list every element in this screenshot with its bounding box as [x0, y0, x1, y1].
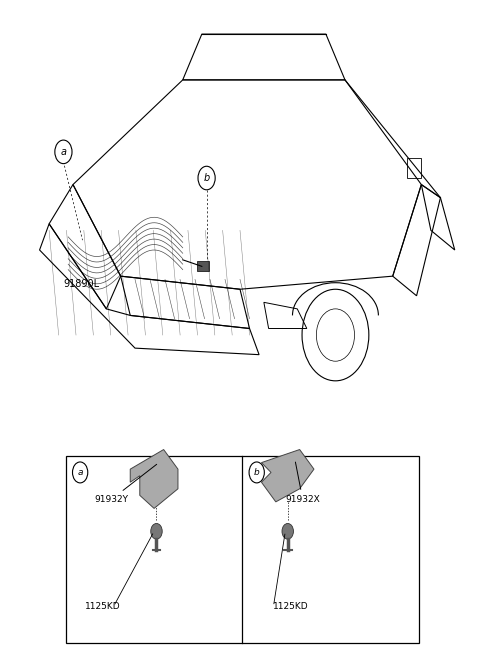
Text: 91890L: 91890L: [63, 279, 99, 290]
Circle shape: [55, 140, 72, 164]
Circle shape: [249, 462, 264, 483]
Circle shape: [151, 524, 162, 539]
Text: 91932Y: 91932Y: [95, 464, 156, 504]
Text: 91932X: 91932X: [285, 462, 320, 504]
Circle shape: [72, 462, 88, 483]
FancyBboxPatch shape: [197, 261, 209, 271]
Text: 1125KD: 1125KD: [85, 602, 120, 611]
Circle shape: [282, 524, 293, 539]
Text: 1125KD: 1125KD: [274, 602, 309, 611]
Text: a: a: [60, 147, 66, 157]
Text: b: b: [254, 468, 260, 477]
Polygon shape: [130, 449, 178, 509]
Text: a: a: [77, 468, 83, 477]
Text: b: b: [204, 173, 210, 183]
Polygon shape: [262, 449, 314, 502]
Bar: [66, 456, 419, 643]
Circle shape: [198, 166, 215, 190]
